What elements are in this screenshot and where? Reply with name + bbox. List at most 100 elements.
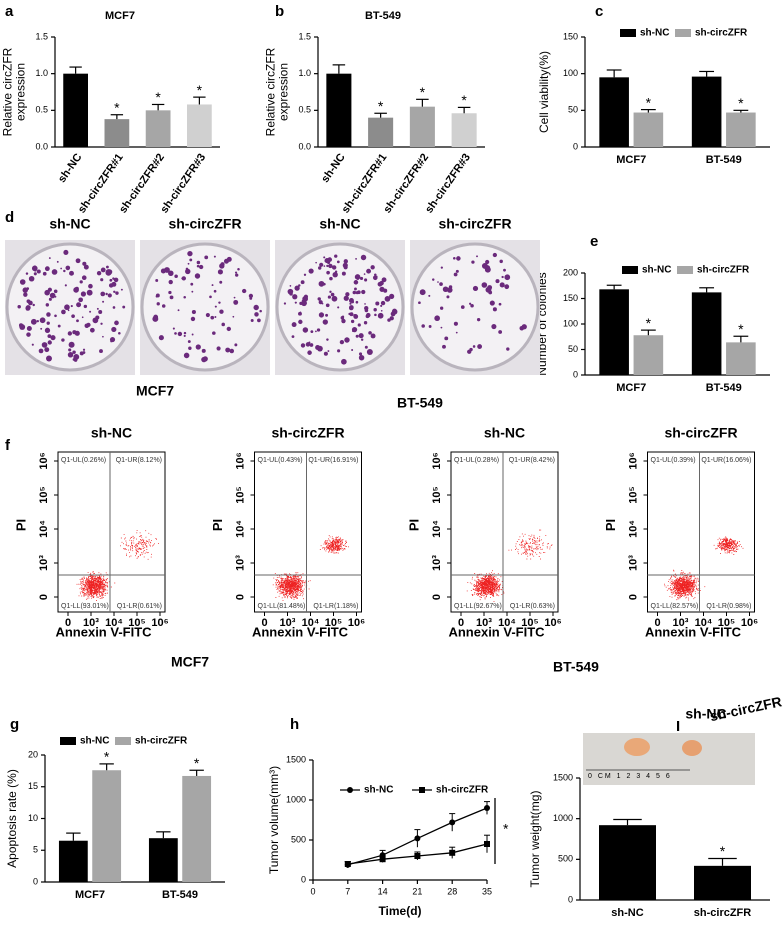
bar [694, 865, 751, 900]
colony [102, 335, 104, 338]
colony [360, 338, 364, 341]
colony [287, 288, 294, 295]
dish [275, 242, 405, 372]
colony [248, 293, 254, 298]
colony [75, 258, 81, 264]
colony [377, 312, 384, 319]
significance-marker: * [194, 755, 200, 771]
colony [221, 322, 225, 327]
x-tick-label: sh-circZFR#3 [158, 152, 208, 216]
photo-label: sh-circZFR [708, 693, 783, 724]
colony [105, 292, 108, 296]
bar [63, 73, 88, 147]
colony [326, 338, 329, 341]
colony [318, 312, 325, 318]
bar [182, 775, 212, 882]
x-tick-label: 10³ [476, 617, 492, 629]
colony [174, 274, 178, 279]
colony [190, 316, 196, 322]
y-tick-label: 10⁴ [38, 520, 50, 538]
colony [348, 305, 354, 311]
legend-label: sh-NC [642, 265, 671, 276]
colony [374, 273, 377, 277]
colony [226, 256, 232, 262]
plot-frame [254, 451, 362, 613]
colony [57, 324, 61, 328]
ruler-text: 0 CM 1 2 3 4 5 6 [588, 773, 672, 780]
colony [28, 275, 35, 282]
colony [196, 264, 200, 268]
colony [191, 309, 196, 315]
colony [191, 333, 194, 336]
panel-letter: d [5, 209, 14, 226]
y-tick-label: 10⁶ [431, 452, 443, 469]
colony [122, 305, 126, 309]
bar [92, 770, 122, 882]
colony [234, 343, 238, 347]
colony [339, 339, 345, 345]
quadrant-label: Q1-LR(0.61%) [117, 603, 162, 610]
colony [64, 304, 70, 311]
colony [45, 355, 52, 362]
colony [499, 282, 505, 288]
colony [348, 312, 351, 316]
colony [308, 268, 314, 274]
colony [36, 319, 39, 323]
colony [315, 330, 317, 333]
colony [89, 327, 95, 333]
y-tick-label: 200 [563, 267, 578, 277]
condition-label: sh-NC [319, 216, 360, 232]
quadrant-label: Q1-UR(8.42%) [509, 457, 555, 464]
x-tick-label: 10⁴ [695, 617, 713, 629]
colony [183, 352, 190, 359]
colony [359, 276, 364, 281]
group-label: MCF7 [136, 383, 174, 399]
x-tick-label: sh-circZFR#3 [423, 152, 473, 216]
plot-title: sh-circZFR [271, 425, 344, 441]
colony [294, 285, 300, 291]
colony [328, 263, 333, 269]
colony [209, 295, 212, 299]
x-tick-label: 10⁴ [105, 617, 123, 629]
y-tick-label: 150 [563, 293, 578, 303]
colony [364, 278, 368, 282]
colony [183, 331, 187, 335]
colony [63, 249, 69, 255]
colony [17, 304, 21, 309]
colony [54, 314, 57, 318]
colony [337, 349, 341, 353]
colony [47, 340, 52, 345]
panel-letter: f [5, 437, 11, 454]
colony [26, 287, 30, 290]
y-axis-label: Cell viability(%) [537, 51, 551, 133]
y-tick-label: 1500 [286, 754, 306, 764]
colony [183, 296, 186, 299]
tumor [624, 738, 650, 756]
colony [419, 289, 426, 296]
panel-letter: c [595, 3, 603, 20]
x-tick-label: BT-549 [706, 382, 742, 394]
colony [235, 273, 239, 277]
colony [253, 304, 259, 311]
colony [355, 257, 357, 260]
colony [355, 300, 359, 304]
y-axis-label: PI [406, 519, 421, 531]
colony [214, 316, 217, 318]
colony [343, 295, 349, 301]
y-tick-label: 10⁴ [627, 520, 639, 538]
colony [442, 286, 449, 293]
colony [169, 295, 174, 300]
quadrant-label: Q1-UL(0.43%) [258, 457, 303, 464]
quadrant-label: Q1-LL(93.01%) [61, 603, 109, 610]
colony [387, 318, 391, 322]
colony [421, 324, 425, 328]
colony [358, 333, 364, 339]
marker [484, 841, 490, 847]
colony [504, 274, 511, 281]
colony [174, 332, 177, 335]
colony [177, 309, 180, 312]
panel-letter: a [5, 3, 14, 20]
colony [187, 250, 193, 257]
bar [726, 112, 756, 147]
